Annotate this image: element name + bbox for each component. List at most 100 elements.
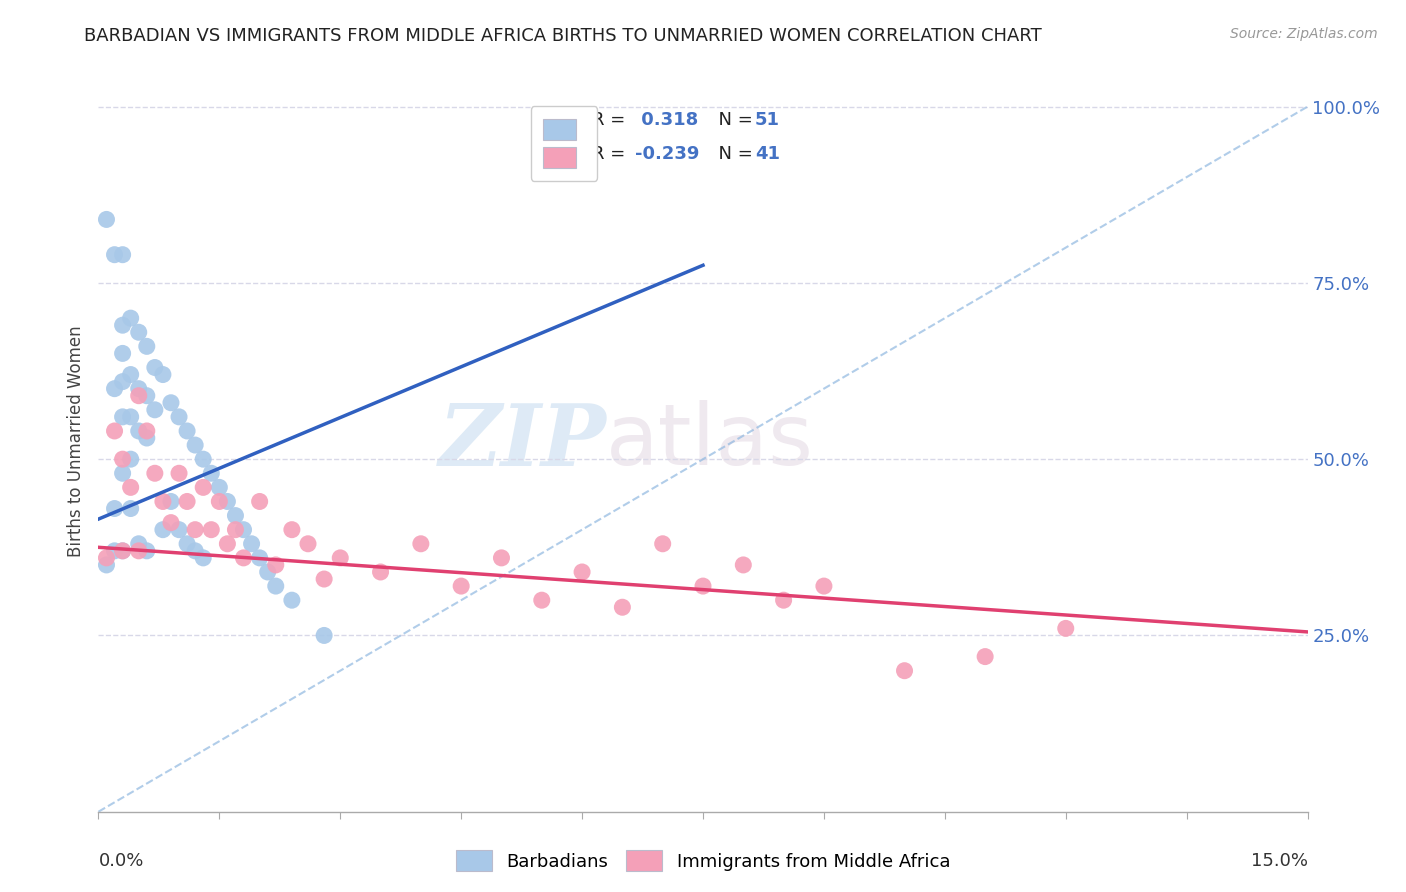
Point (111, 544, 134, 558)
Point (103, 382, 125, 396)
Point (733, 558, 755, 572)
Text: R =: R = (592, 111, 631, 128)
Point (329, 550, 352, 565)
Point (103, 424, 125, 438)
Point (120, 480, 142, 494)
Point (530, 593, 553, 607)
Point (103, 501, 125, 516)
Text: Source: ZipAtlas.com: Source: ZipAtlas.com (1230, 27, 1378, 41)
Point (160, 516, 183, 530)
Point (167, 409, 190, 424)
Point (813, 579, 835, 593)
Text: 41: 41 (755, 145, 780, 163)
Point (152, 368, 174, 382)
Point (176, 424, 198, 438)
Point (128, 424, 150, 438)
Text: R =: R = (592, 145, 631, 163)
Point (152, 494, 174, 508)
Point (314, 572, 336, 586)
Point (370, 565, 392, 579)
Point (491, 550, 513, 565)
Point (281, 523, 304, 537)
Point (120, 409, 142, 424)
Point (256, 565, 278, 579)
Point (103, 544, 125, 558)
Point (135, 544, 157, 558)
Text: -0.239: -0.239 (636, 145, 700, 163)
Point (111, 544, 134, 558)
Point (111, 346, 134, 360)
Point (193, 550, 215, 565)
Point (176, 494, 198, 508)
Point (96, 558, 118, 572)
Point (160, 494, 183, 508)
Text: N =: N = (707, 145, 758, 163)
Point (224, 523, 246, 537)
Text: 0.318: 0.318 (636, 111, 699, 128)
Point (409, 537, 432, 551)
Point (692, 579, 714, 593)
Point (208, 494, 231, 508)
Point (176, 537, 198, 551)
Point (120, 368, 142, 382)
Point (217, 494, 239, 508)
Point (314, 628, 336, 642)
Text: 0.0%: 0.0% (98, 853, 143, 871)
Point (135, 339, 157, 353)
Point (128, 325, 150, 339)
Point (450, 579, 472, 593)
Point (571, 565, 593, 579)
Point (224, 508, 246, 523)
Point (200, 523, 222, 537)
Point (120, 452, 142, 467)
Point (651, 537, 673, 551)
Point (152, 523, 174, 537)
Point (281, 593, 304, 607)
Point (128, 544, 150, 558)
Point (143, 402, 166, 417)
Legend: , : , (530, 106, 598, 180)
Point (193, 480, 215, 494)
Point (120, 311, 142, 326)
Point (128, 537, 150, 551)
Point (612, 600, 634, 615)
Point (96, 550, 118, 565)
Point (200, 467, 222, 481)
Point (135, 431, 157, 445)
Point (160, 396, 183, 410)
Point (184, 544, 207, 558)
Point (772, 593, 794, 607)
Point (167, 523, 190, 537)
Point (264, 558, 287, 572)
Point (111, 452, 134, 467)
Point (103, 248, 125, 262)
Text: atlas: atlas (606, 400, 814, 483)
Y-axis label: Births to Unmarried Women: Births to Unmarried Women (66, 326, 84, 558)
Point (974, 649, 997, 664)
Text: 51: 51 (755, 111, 780, 128)
Point (297, 537, 319, 551)
Point (232, 523, 254, 537)
Point (208, 480, 231, 494)
Point (893, 664, 915, 678)
Point (217, 537, 239, 551)
Point (96, 212, 118, 227)
Point (128, 382, 150, 396)
Text: N =: N = (707, 111, 758, 128)
Point (111, 248, 134, 262)
Point (249, 550, 271, 565)
Point (111, 409, 134, 424)
Point (184, 523, 207, 537)
Point (240, 537, 263, 551)
Point (111, 318, 134, 333)
Legend: Barbadians, Immigrants from Middle Africa: Barbadians, Immigrants from Middle Afric… (449, 843, 957, 879)
Point (128, 389, 150, 403)
Point (264, 579, 287, 593)
Point (232, 550, 254, 565)
Point (120, 501, 142, 516)
Point (1054, 621, 1077, 635)
Point (167, 467, 190, 481)
Point (249, 494, 271, 508)
Text: 15.0%: 15.0% (1250, 853, 1308, 871)
Point (193, 452, 215, 467)
